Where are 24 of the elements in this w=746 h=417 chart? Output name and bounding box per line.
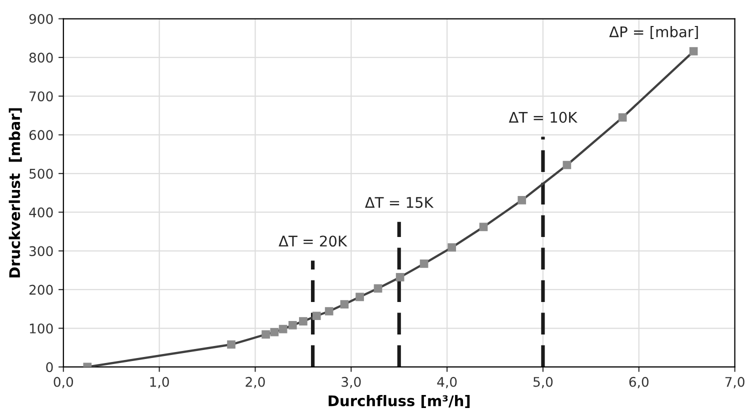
y-tick-label: 500	[30, 168, 53, 179]
y-axis-title: Druckverlust [mbar]	[8, 108, 22, 278]
x-tick-label: 0,0	[54, 376, 74, 388]
y-tick-label: 600	[29, 130, 53, 140]
y-tick-label: 200	[29, 284, 53, 295]
annotation: ΔT = 20K	[278, 236, 348, 247]
x-tick-label: 7,0	[725, 376, 744, 388]
x-tick-label: 2,0	[246, 376, 265, 388]
x-tick-label: 5,0	[534, 376, 553, 388]
x-tick-label: 1,0	[150, 376, 169, 388]
x-tick-label: 4,0	[437, 376, 457, 388]
y-tick-label: 900	[29, 14, 53, 24]
annotation: ΔP = [mbar]	[609, 26, 698, 40]
annotation: ΔT = 10K	[508, 112, 578, 123]
y-tick-label: 0	[46, 362, 53, 372]
y-tick-label: 800	[29, 52, 53, 63]
y-tick-label: 100	[30, 323, 53, 334]
y-tick-label: 400	[29, 207, 53, 218]
y-tick-label: 300	[30, 246, 53, 256]
annotation: ΔT = 15K	[364, 197, 434, 208]
y-tick-label: 700	[30, 91, 53, 102]
x-axis-title: Durchfluss [m³/h]	[328, 395, 470, 408]
x-tick-label: 6,0	[629, 376, 649, 388]
x-tick-label: 3,0	[342, 376, 361, 388]
